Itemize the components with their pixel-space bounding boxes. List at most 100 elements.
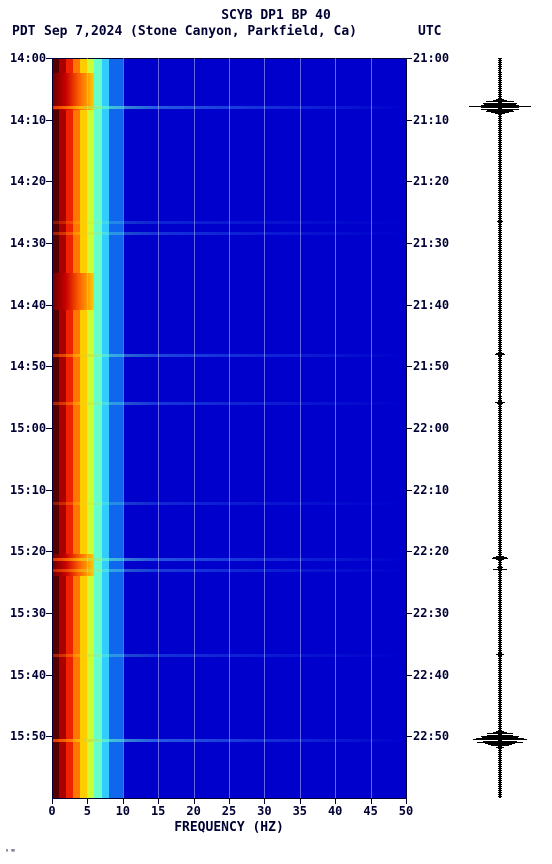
seismo-noise <box>498 338 502 339</box>
ytick-label-right: 21:00 <box>413 51 449 65</box>
gridline <box>194 58 195 798</box>
seismo-noise <box>498 318 503 319</box>
seismo-noise <box>498 460 503 461</box>
seismo-noise <box>498 684 502 685</box>
seismo-noise <box>498 346 501 347</box>
seismo-noise <box>498 276 502 277</box>
seismo-noise <box>498 458 502 459</box>
seismo-noise <box>498 382 502 383</box>
seismo-noise <box>498 322 502 323</box>
seismo-noise <box>498 394 501 395</box>
seismo-noise <box>498 290 502 291</box>
seismo-noise <box>498 552 502 553</box>
seismo-noise <box>498 478 501 479</box>
seismo-noise <box>498 728 502 729</box>
seismo-noise <box>498 154 501 155</box>
seismo-noise <box>498 756 503 757</box>
seismo-noise <box>498 378 502 379</box>
seismo-noise <box>498 720 503 721</box>
seismo-noise <box>498 376 502 377</box>
seismo-noise <box>498 774 502 775</box>
seismo-noise <box>498 192 503 193</box>
seismo-noise <box>498 196 502 197</box>
seismo-noise <box>498 284 503 285</box>
date-label: Sep 7,2024 <box>44 24 122 39</box>
seismo-noise <box>498 194 502 195</box>
seismo-noise <box>498 614 503 615</box>
x-axis-label: FREQUENCY (HZ) <box>52 820 406 835</box>
seismo-noise <box>498 366 502 367</box>
seismo-noise <box>498 520 501 521</box>
seismo-noise <box>498 448 503 449</box>
seismo-noise <box>498 494 503 495</box>
xtick-label: 20 <box>186 804 200 818</box>
seismo-noise <box>498 360 503 361</box>
seismo-noise <box>498 210 501 211</box>
spectro-band <box>59 58 66 798</box>
seismo-noise <box>498 314 502 315</box>
seismo-noise <box>498 226 503 227</box>
seismo-noise <box>498 788 503 789</box>
seismo-noise <box>498 674 502 675</box>
seismo-noise <box>498 292 502 293</box>
seismo-noise <box>498 644 501 645</box>
ytick-label-right: 21:30 <box>413 236 449 250</box>
seismo-noise <box>498 62 502 63</box>
seismo-noise <box>498 754 502 755</box>
seismo-noise <box>498 428 502 429</box>
seismo-noise <box>498 792 501 793</box>
seismo-noise <box>498 528 502 529</box>
footnote: '" <box>4 848 16 859</box>
ytick-mark-right <box>406 428 412 429</box>
ytick-mark-left <box>46 181 52 182</box>
ytick-label-left: 14:50 <box>10 359 46 373</box>
seismo-noise <box>498 58 501 59</box>
seismo-noise <box>498 758 502 759</box>
seismo-noise <box>498 308 502 309</box>
seismo-noise <box>498 94 502 95</box>
seismo-noise <box>498 414 502 415</box>
seismo-noise <box>498 152 502 153</box>
seismo-noise <box>498 482 502 483</box>
seismo-noise <box>498 770 503 771</box>
seismo-noise <box>498 480 502 481</box>
seismo-noise <box>498 686 502 687</box>
seismo-noise <box>498 696 502 697</box>
seismo-noise <box>498 206 501 207</box>
seismo-noise <box>498 260 502 261</box>
seismo-noise <box>498 638 502 639</box>
seismo-noise <box>498 386 502 387</box>
seismo-noise <box>498 594 502 595</box>
seismo-noise <box>498 718 502 719</box>
seismo-noise <box>498 600 502 601</box>
seismo-noise <box>498 726 502 727</box>
seismo-noise <box>498 630 502 631</box>
seismo-noise <box>498 778 503 779</box>
seismo-noise <box>498 298 503 299</box>
seismo-noise <box>498 580 502 581</box>
xtick-label: 10 <box>116 804 130 818</box>
seismo-noise <box>498 444 502 445</box>
seismo-noise <box>498 572 502 573</box>
gridline <box>300 58 301 798</box>
seismo-noise <box>498 370 501 371</box>
seismo-noise <box>498 534 501 535</box>
ytick-label-right: 21:20 <box>413 174 449 188</box>
seismo-noise <box>498 692 501 693</box>
xtick-label: 30 <box>257 804 271 818</box>
seismo-noise <box>498 342 502 343</box>
ytick-label-right: 22:00 <box>413 421 449 435</box>
seismo-noise <box>498 452 501 453</box>
seismo-noise <box>498 144 503 145</box>
seismo-noise <box>498 790 502 791</box>
ytick-mark-right <box>406 551 412 552</box>
gridline <box>335 58 336 798</box>
xtick-label: 15 <box>151 804 165 818</box>
seismo-noise <box>498 642 503 643</box>
seismo-noise <box>498 628 501 629</box>
seismo-noise <box>498 172 501 173</box>
seismo-noise <box>498 670 503 671</box>
seismo-noise <box>498 762 501 763</box>
xtick-label: 40 <box>328 804 342 818</box>
spectro-band <box>66 58 73 798</box>
